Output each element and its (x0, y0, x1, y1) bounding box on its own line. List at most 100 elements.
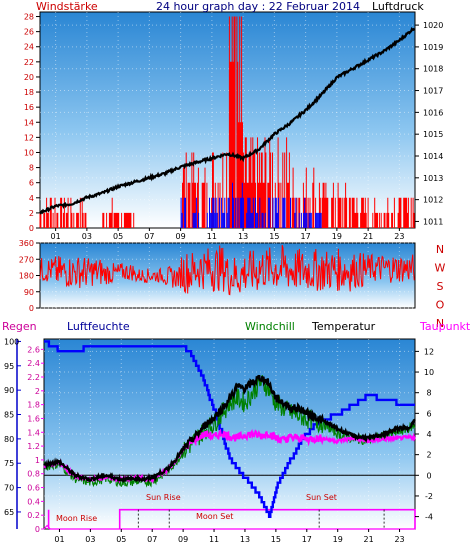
sun-rise-label: Sun Rise (146, 493, 181, 502)
humidity-tick-label: 80 (4, 435, 14, 444)
wind-gust-bars (180, 182, 322, 228)
temperature-panel: 0 0.2 0.4 0.6 0.8 1 1.2 1.4 1.6 1.8 2 2.2 2.4 2.6 65 7… (2, 320, 470, 544)
graph-title: 24 hour graph day : 22 Februar 2014 (156, 0, 360, 13)
pressure-tick-label: 1017 (423, 87, 443, 96)
rain-tick-label: 0.8 (27, 470, 40, 479)
windchill-label: Windchill (245, 320, 295, 333)
pressure-tick-label: 1020 (423, 21, 443, 30)
rain-tick-label: 1 (35, 456, 40, 465)
wind-speed-bars (39, 16, 415, 228)
x-tick-label: 07 (147, 535, 157, 544)
pressure-series (39, 26, 416, 215)
x-tick-label: 05 (116, 535, 126, 544)
x-tick-label: 11 (209, 535, 219, 544)
direction-tick-label: 90 (24, 288, 34, 297)
wind-direction-series (39, 245, 415, 296)
wind-tick-label: 4 (29, 194, 34, 203)
pressure-tick-label: 1016 (423, 108, 443, 117)
rain-tick-label: 2.6 (27, 345, 40, 354)
humidity-series (44, 340, 415, 518)
wind-tick-label: 18 (24, 88, 34, 97)
x-tick-label: 07 (144, 232, 154, 241)
x-tick-label: 03 (82, 232, 92, 241)
wind-tick-label: 12 (24, 133, 34, 142)
wind-tick-label: 24 (24, 43, 34, 52)
temperature-tick-label: 8 (426, 389, 431, 398)
x-tick-label: 09 (178, 535, 188, 544)
x-tick-label: 17 (302, 535, 312, 544)
temperature-tick-label: -2 (425, 492, 433, 501)
x-tick-label: 01 (54, 535, 64, 544)
temperature-tick-label: 4 (426, 430, 431, 439)
x-tick-label: 21 (363, 232, 373, 241)
x-tick-label: 03 (85, 535, 95, 544)
wind-tick-label: 16 (24, 103, 34, 112)
wind-tick-label: 2 (29, 209, 34, 218)
pressure-tick-label: 1013 (423, 174, 443, 183)
wind-tick-label: 22 (24, 58, 34, 67)
rain-tick-label: 1.2 (27, 442, 40, 451)
windstaerke-label: Windstärke (36, 0, 98, 13)
temperatur-label: Temperatur (311, 320, 376, 333)
luftdruck-label: Luftdruck (372, 0, 424, 13)
direction-tick-label: 0 (29, 304, 34, 313)
rain-tick-label: 2 (35, 387, 40, 396)
dewpoint-series (43, 428, 416, 484)
compass-letter: S (437, 280, 444, 293)
wind-tick-label: 14 (24, 118, 34, 127)
x-tick-label: 15 (271, 535, 281, 544)
x-tick-label: 23 (394, 232, 404, 241)
pressure-tick-label: 1014 (423, 152, 443, 161)
humidity-tick-label: 85 (4, 411, 14, 420)
wind-tick-label: 0 (29, 224, 34, 233)
moon-rise-label: Moon Rise (56, 514, 97, 523)
sun-set-label: Sun Set (306, 493, 337, 502)
rain-tick-label: 0 (35, 525, 40, 534)
rain-y-axis: 0 0.2 0.4 0.6 0.8 1 1.2 1.4 1.6 1.8 2 2.2 2.4 2.6 (27, 345, 44, 534)
wind-tick-label: 10 (24, 148, 34, 157)
temperature-tick-label: 6 (426, 409, 431, 418)
humidity-tick-label: 75 (4, 459, 14, 468)
pressure-tick-label: 1018 (423, 65, 443, 74)
x-tick-label: 17 (301, 232, 311, 241)
x-tick-label: 01 (51, 232, 61, 241)
rain-tick-label: 0.6 (27, 484, 40, 493)
taupunkt-label: Taupunkt (419, 320, 470, 333)
moon-set-label: Moon Set (196, 512, 233, 521)
rain-tick-label: 0.2 (27, 511, 40, 520)
wind-tick-label: 28 (24, 13, 34, 22)
x-tick-label: 05 (113, 232, 123, 241)
wind-speed-series (39, 16, 415, 228)
temperature-tick-label: 2 (426, 451, 431, 460)
rain-tick-label: 2.2 (27, 373, 40, 382)
temperature-tick-label: 10 (424, 368, 434, 377)
humidity-tick-label: 90 (4, 386, 14, 395)
direction-trace (39, 245, 415, 296)
x-tick-label: 21 (364, 535, 374, 544)
temperature-tick-label: 12 (424, 347, 434, 356)
direction-tick-label: 270 (19, 255, 34, 264)
compass-letter: N (436, 243, 444, 256)
direction-tick-label: 180 (19, 272, 34, 281)
x-tick-label: 13 (240, 535, 250, 544)
pressure-tick-label: 1015 (423, 130, 443, 139)
pressure-tick-label: 1012 (423, 196, 443, 205)
direction-tick-label: 360 (19, 239, 34, 248)
temperature-y-axis: -4 -2 0 2 4 6 8 10 12 (415, 347, 434, 522)
wind-tick-label: 6 (29, 179, 34, 188)
wind-tick-label: 26 (24, 28, 34, 37)
pressure-tick-label: 1019 (423, 43, 443, 52)
rain-tick-label: 2.4 (27, 359, 40, 368)
compass-letter: O (436, 299, 445, 312)
windchill-series (43, 374, 416, 488)
humidity-tick-label: 95 (4, 362, 14, 371)
rain-tick-label: 1.4 (27, 428, 40, 437)
compass-letter: W (435, 262, 446, 275)
compass-letter: N (436, 317, 444, 330)
wind-x-axis: 01 03 05 07 09 11 13 15 17 19 21 23 (51, 228, 404, 241)
